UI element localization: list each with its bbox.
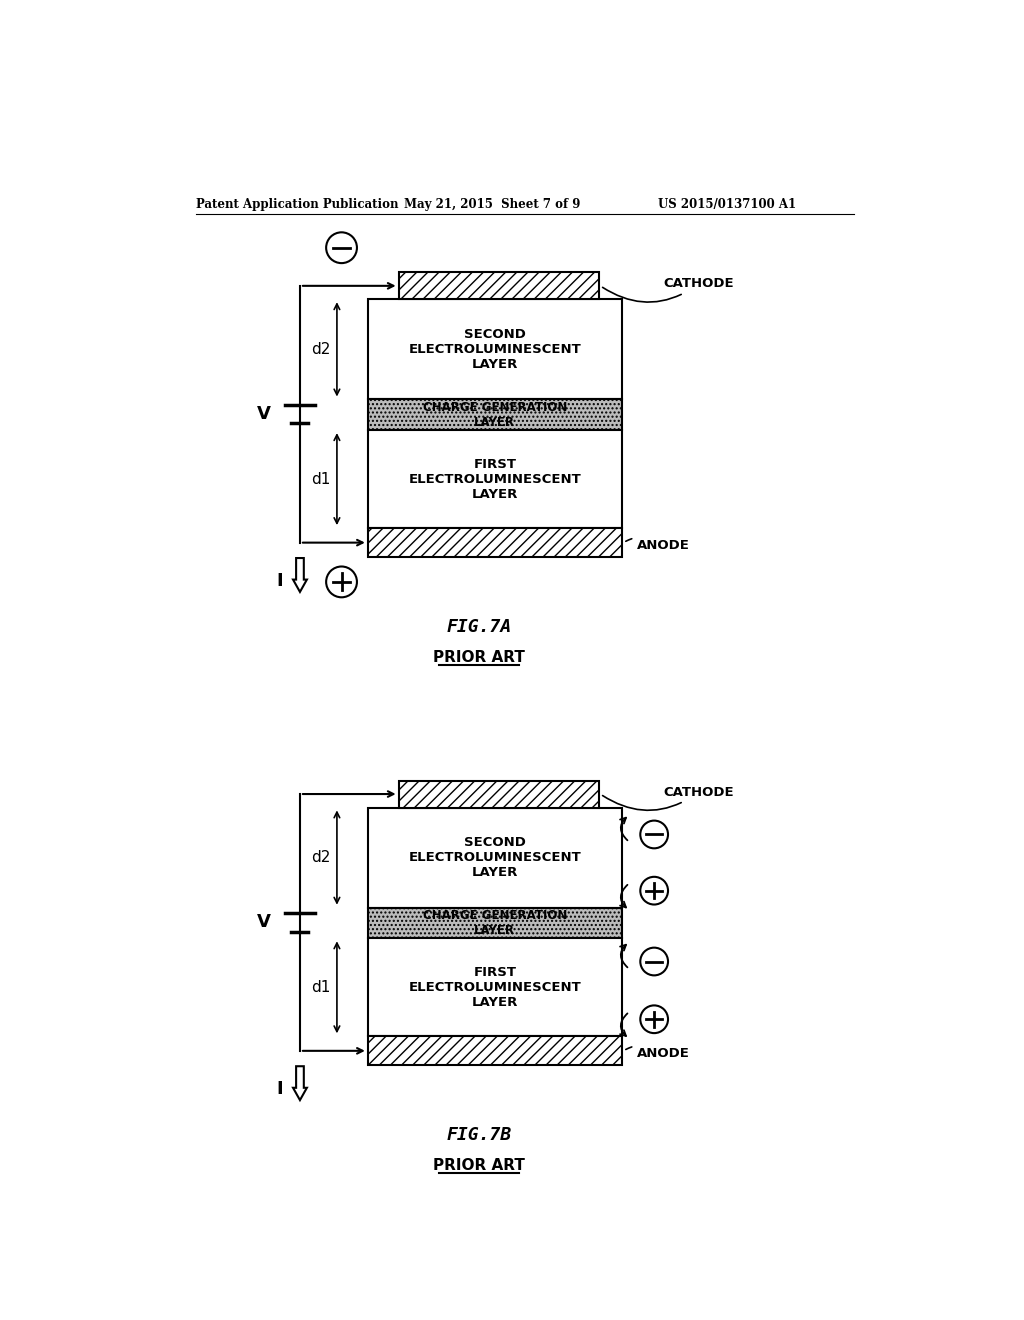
Bar [368, 400, 622, 430]
Text: May 21, 2015  Sheet 7 of 9: May 21, 2015 Sheet 7 of 9 [403, 198, 581, 211]
Text: SECOND
ELECTROLUMINESCENT
LAYER: SECOND ELECTROLUMINESCENT LAYER [409, 836, 582, 879]
Text: V: V [257, 405, 270, 424]
Text: V: V [257, 913, 270, 932]
Text: PRIOR ART: PRIOR ART [433, 649, 525, 665]
Text: SECOND
ELECTROLUMINESCENT
LAYER: SECOND ELECTROLUMINESCENT LAYER [409, 327, 582, 371]
Text: CATHODE: CATHODE [602, 785, 734, 810]
Bar [368, 808, 622, 908]
Bar [368, 908, 622, 939]
Bar [368, 300, 622, 400]
Text: ANODE: ANODE [626, 1047, 690, 1060]
Text: PRIOR ART: PRIOR ART [433, 1158, 525, 1173]
Bar [398, 272, 599, 300]
Bar [368, 939, 622, 1036]
Text: CATHODE: CATHODE [602, 277, 734, 302]
Text: ANODE: ANODE [626, 539, 690, 552]
Text: FIG.7A: FIG.7A [446, 618, 512, 635]
Text: US 2015/0137100 A1: US 2015/0137100 A1 [658, 198, 796, 211]
Text: FIRST
ELECTROLUMINESCENT
LAYER: FIRST ELECTROLUMINESCENT LAYER [409, 966, 582, 1008]
FancyArrow shape [293, 558, 307, 591]
Bar [368, 430, 622, 528]
Text: Patent Application Publication: Patent Application Publication [196, 198, 398, 211]
Text: FIG.7B: FIG.7B [446, 1126, 512, 1143]
Bar [368, 528, 622, 557]
Text: d2: d2 [311, 342, 331, 356]
FancyArrow shape [293, 1067, 307, 1100]
Text: d1: d1 [311, 471, 331, 487]
Text: I: I [276, 1080, 283, 1098]
Bar [398, 780, 599, 808]
Text: d2: d2 [311, 850, 331, 865]
Text: CHARGE GENERATION
LAYER: CHARGE GENERATION LAYER [423, 909, 567, 937]
Text: CHARGE GENERATION
LAYER: CHARGE GENERATION LAYER [423, 401, 567, 429]
Text: d1: d1 [311, 979, 331, 995]
Text: I: I [276, 572, 283, 590]
Text: FIRST
ELECTROLUMINESCENT
LAYER: FIRST ELECTROLUMINESCENT LAYER [409, 458, 582, 500]
Bar [368, 1036, 622, 1065]
